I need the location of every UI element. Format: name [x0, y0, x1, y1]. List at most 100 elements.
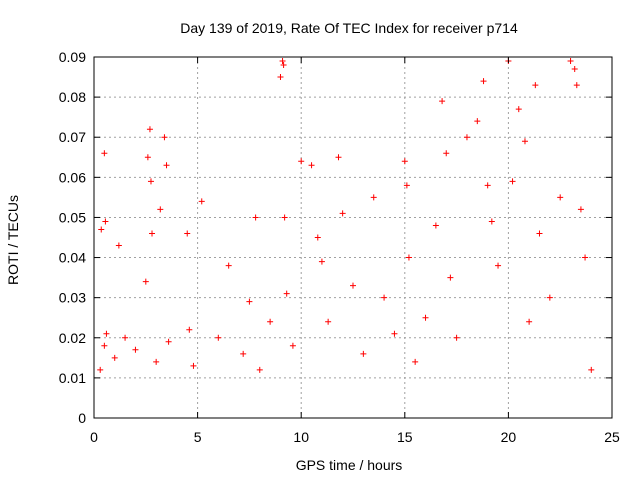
data-point — [215, 334, 222, 341]
data-point — [422, 314, 429, 321]
data-point — [163, 162, 170, 169]
y-tick-label: 0.09 — [59, 49, 86, 65]
data-point — [146, 126, 153, 133]
data-point — [453, 334, 460, 341]
data-point — [577, 206, 584, 213]
data-point — [111, 354, 118, 361]
y-tick-label: 0.08 — [59, 89, 86, 105]
x-tick-label: 15 — [397, 429, 413, 445]
data-point — [488, 218, 495, 225]
data-point — [97, 366, 104, 373]
axis-ticks: 0 5 10 15 20 25 0 0.01 0.02 0.03 0.04 0.05 0.06 0.07 0… — [59, 49, 620, 445]
data-point — [190, 362, 197, 369]
y-tick-label: 0.03 — [59, 290, 86, 306]
y-tick-label: 0.07 — [59, 129, 86, 145]
data-point — [101, 150, 108, 157]
data-point — [557, 194, 564, 201]
data-point — [279, 58, 286, 65]
data-point — [280, 62, 287, 69]
data-point — [443, 150, 450, 157]
data-point — [314, 234, 321, 241]
data-point — [405, 254, 412, 261]
data-point — [350, 282, 356, 289]
x-axis-label: GPS time / hours — [296, 457, 403, 473]
data-point — [256, 366, 263, 373]
data-point — [225, 262, 232, 269]
data-point — [102, 218, 109, 225]
data-point — [153, 358, 160, 365]
data-point — [277, 74, 284, 81]
data-point — [381, 294, 388, 301]
data-point — [432, 222, 439, 229]
x-tick-label: 20 — [501, 429, 517, 445]
data-point — [252, 214, 259, 221]
data-point — [281, 214, 288, 221]
data-point — [267, 318, 274, 325]
data-point — [161, 134, 168, 141]
data-point — [115, 242, 122, 249]
data-point — [283, 290, 290, 297]
data-point — [509, 178, 516, 185]
data-point — [339, 210, 346, 217]
data-point — [401, 158, 408, 165]
data-point — [484, 182, 491, 189]
data-point — [582, 254, 589, 261]
data-point — [447, 274, 454, 281]
data-point — [101, 342, 108, 349]
data-point — [439, 98, 446, 105]
x-tick-label: 5 — [194, 429, 202, 445]
data-point — [147, 178, 154, 185]
data-point — [370, 194, 377, 201]
data-point — [122, 334, 129, 341]
data-point — [573, 82, 580, 89]
y-axis-label: ROTI / TECUs — [5, 195, 21, 285]
x-tick-label: 0 — [90, 429, 98, 445]
data-point — [360, 350, 367, 357]
data-point — [308, 162, 315, 169]
data-point — [318, 258, 325, 265]
y-tick-label: 0.06 — [59, 169, 86, 185]
data-point — [571, 66, 578, 73]
plot-frame — [93, 56, 613, 419]
data-point — [144, 154, 151, 161]
data-point — [567, 58, 574, 65]
data-point — [463, 134, 470, 141]
y-tick-label: 0.01 — [59, 370, 86, 386]
data-point — [184, 230, 191, 237]
grid-lines — [94, 57, 612, 418]
data-point — [495, 262, 502, 269]
data-point — [142, 278, 149, 285]
chart-title: Day 139 of 2019, Rate Of TEC Index for r… — [180, 20, 518, 36]
data-point — [588, 366, 595, 373]
data-point — [186, 326, 193, 333]
data-point — [474, 118, 481, 125]
data-point — [103, 330, 110, 337]
data-point — [246, 298, 253, 305]
data-point — [536, 230, 543, 237]
data-point — [98, 226, 105, 233]
data-point — [157, 206, 164, 213]
data-point — [546, 294, 553, 301]
data-point — [325, 318, 332, 325]
data-point — [521, 138, 528, 145]
data-point — [532, 82, 539, 89]
data-point — [132, 346, 139, 353]
x-tick-label: 10 — [293, 429, 309, 445]
data-point — [149, 230, 156, 237]
y-tick-label: 0.05 — [59, 209, 86, 225]
data-points — [97, 58, 595, 373]
data-point — [198, 198, 205, 205]
y-tick-label: 0 — [78, 410, 86, 426]
data-point — [412, 358, 419, 365]
data-point — [403, 182, 410, 189]
data-point — [526, 318, 533, 325]
data-point — [289, 342, 296, 349]
y-tick-label: 0.04 — [59, 250, 86, 266]
data-point — [165, 338, 172, 345]
x-tick-label: 25 — [604, 429, 620, 445]
data-point — [480, 78, 487, 85]
data-point — [298, 158, 305, 165]
data-point — [240, 350, 247, 357]
data-point — [391, 330, 398, 337]
